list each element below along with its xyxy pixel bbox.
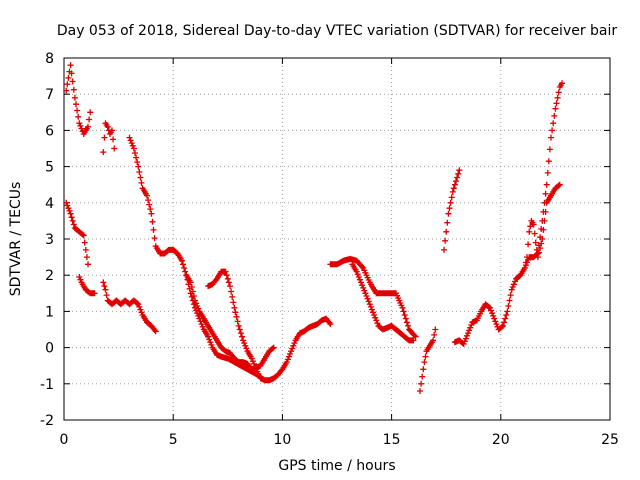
- series-track-12: [441, 167, 463, 253]
- y-tick-label: 5: [45, 160, 54, 176]
- series-track-9: [327, 255, 419, 340]
- series-track-3: [63, 199, 91, 268]
- series-markers: [441, 167, 463, 253]
- series-markers: [63, 199, 91, 268]
- series-track-4: [76, 274, 98, 297]
- y-tick-label: 3: [45, 232, 54, 248]
- series-track-11: [417, 326, 439, 394]
- series-markers: [100, 120, 118, 156]
- series-markers: [417, 326, 439, 394]
- x-tick-label: 0: [60, 432, 69, 448]
- series-track-14: [521, 181, 563, 271]
- series-track-8: [205, 268, 334, 384]
- data-series: [63, 62, 565, 394]
- grid: [64, 58, 610, 420]
- series-markers: [100, 279, 159, 335]
- axis-ticks: 0 5 10 15 20 25 -2 -1 0 1 2 3 4 5 6 7 8: [40, 51, 619, 448]
- y-tick-label: 6: [45, 123, 54, 139]
- chart-title: Day 053 of 2018, Sidereal Day-to-day VTE…: [57, 23, 618, 39]
- series-markers: [327, 255, 419, 340]
- x-tick-label: 5: [169, 432, 178, 448]
- series-markers: [349, 261, 417, 344]
- y-tick-label: 2: [45, 268, 54, 284]
- x-tick-label: 10: [273, 432, 291, 448]
- x-tick-label: 25: [601, 432, 619, 448]
- series-track-10: [349, 261, 417, 344]
- series-track-2: [100, 120, 118, 156]
- series-markers: [205, 268, 334, 384]
- series-markers: [63, 62, 94, 137]
- y-tick-label: 7: [45, 87, 54, 103]
- series-markers: [521, 181, 563, 271]
- x-tick-label: 20: [492, 432, 510, 448]
- y-tick-label: -1: [40, 377, 54, 393]
- y-axis-label: SDTVAR / TECUs: [8, 182, 24, 297]
- series-track-5: [100, 279, 159, 335]
- y-tick-label: 8: [45, 51, 54, 67]
- y-tick-label: 1: [45, 304, 54, 320]
- series-track-1: [63, 62, 94, 137]
- y-tick-label: 4: [45, 196, 54, 212]
- y-tick-label: 0: [45, 341, 54, 357]
- series-markers: [76, 274, 98, 297]
- x-tick-label: 15: [383, 432, 401, 448]
- x-axis-label: GPS time / hours: [278, 458, 395, 474]
- y-tick-label: -2: [40, 413, 54, 429]
